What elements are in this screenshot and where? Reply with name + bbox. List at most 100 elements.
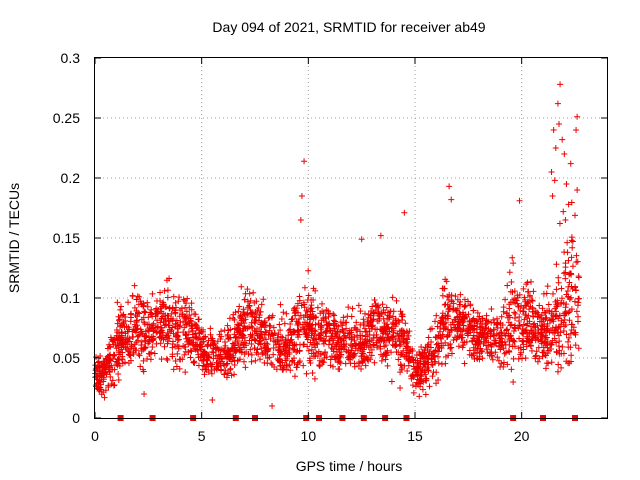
data-point bbox=[437, 319, 444, 326]
data-point bbox=[249, 310, 256, 317]
data-point bbox=[221, 362, 228, 369]
data-point bbox=[258, 301, 265, 308]
data-point bbox=[367, 319, 374, 326]
data-point bbox=[428, 361, 435, 368]
data-point bbox=[440, 285, 447, 292]
data-point bbox=[332, 356, 339, 363]
data-point bbox=[303, 323, 310, 330]
data-point bbox=[320, 338, 327, 345]
data-point bbox=[117, 337, 124, 344]
data-point bbox=[561, 151, 568, 157]
data-point bbox=[131, 326, 138, 333]
data-point bbox=[242, 342, 249, 349]
data-point bbox=[257, 337, 264, 344]
data-point bbox=[92, 367, 99, 374]
data-point bbox=[564, 239, 571, 246]
data-point bbox=[563, 181, 570, 187]
data-point bbox=[539, 305, 546, 312]
data-point bbox=[536, 302, 543, 309]
data-point bbox=[410, 374, 417, 381]
data-point bbox=[344, 313, 351, 320]
data-point bbox=[425, 352, 432, 359]
data-point bbox=[347, 342, 354, 349]
data-point bbox=[565, 334, 572, 341]
data-point bbox=[128, 343, 135, 350]
data-point bbox=[314, 341, 321, 348]
data-point bbox=[534, 358, 541, 365]
data-point bbox=[504, 361, 511, 368]
data-point bbox=[227, 351, 234, 358]
data-point bbox=[479, 327, 486, 334]
data-point bbox=[238, 320, 245, 327]
data-point bbox=[94, 363, 101, 370]
data-point bbox=[226, 315, 233, 322]
data-point bbox=[239, 331, 246, 338]
data-point bbox=[548, 327, 555, 334]
data-point bbox=[294, 300, 301, 307]
data-point bbox=[534, 330, 541, 337]
data-point bbox=[182, 369, 189, 376]
data-point bbox=[236, 348, 243, 355]
data-point bbox=[247, 297, 254, 304]
data-point bbox=[205, 354, 212, 361]
data-point bbox=[98, 373, 105, 380]
data-point bbox=[538, 329, 545, 336]
data-point bbox=[437, 325, 444, 332]
data-point bbox=[456, 322, 463, 329]
data-point bbox=[542, 342, 549, 349]
data-point bbox=[452, 293, 459, 300]
data-point bbox=[307, 316, 314, 323]
data-point bbox=[470, 332, 477, 339]
data-point bbox=[428, 355, 435, 362]
data-point bbox=[221, 338, 228, 345]
data-point bbox=[388, 333, 395, 340]
data-point bbox=[456, 333, 463, 340]
data-point bbox=[267, 335, 274, 342]
data-point bbox=[422, 371, 429, 378]
data-point bbox=[93, 354, 100, 361]
data-point bbox=[424, 342, 431, 349]
data-point bbox=[483, 335, 490, 342]
data-point bbox=[379, 353, 386, 360]
data-point bbox=[430, 350, 437, 357]
data-point bbox=[555, 332, 562, 339]
data-point bbox=[114, 339, 121, 346]
data-point bbox=[117, 306, 124, 313]
data-point bbox=[522, 327, 529, 334]
data-point bbox=[134, 325, 141, 332]
data-point bbox=[442, 339, 449, 346]
data-point bbox=[256, 312, 263, 319]
data-point bbox=[574, 302, 581, 309]
data-point bbox=[525, 288, 532, 295]
data-point bbox=[423, 375, 430, 382]
data-point bbox=[399, 351, 406, 358]
data-point bbox=[188, 338, 195, 345]
data-point bbox=[446, 183, 453, 190]
data-point bbox=[310, 335, 317, 342]
data-point bbox=[135, 332, 142, 339]
data-point bbox=[418, 355, 425, 362]
data-point bbox=[307, 339, 314, 346]
data-point bbox=[424, 365, 431, 372]
data-point bbox=[556, 338, 563, 345]
data-point bbox=[312, 344, 319, 351]
data-point bbox=[312, 287, 319, 294]
data-point bbox=[127, 357, 134, 364]
data-point bbox=[567, 160, 574, 167]
data-point bbox=[221, 344, 228, 351]
data-point bbox=[448, 327, 455, 334]
data-point bbox=[177, 319, 184, 326]
data-point bbox=[455, 343, 462, 350]
data-point bbox=[554, 100, 561, 107]
data-point bbox=[439, 292, 446, 299]
data-point bbox=[381, 320, 388, 327]
data-point bbox=[257, 341, 264, 348]
data-point bbox=[553, 339, 560, 346]
data-point bbox=[160, 299, 167, 306]
data-point bbox=[238, 340, 245, 347]
data-point bbox=[312, 314, 319, 321]
data-point bbox=[191, 360, 198, 367]
data-point bbox=[190, 334, 197, 341]
data-point bbox=[169, 324, 176, 331]
data-point bbox=[157, 297, 164, 304]
